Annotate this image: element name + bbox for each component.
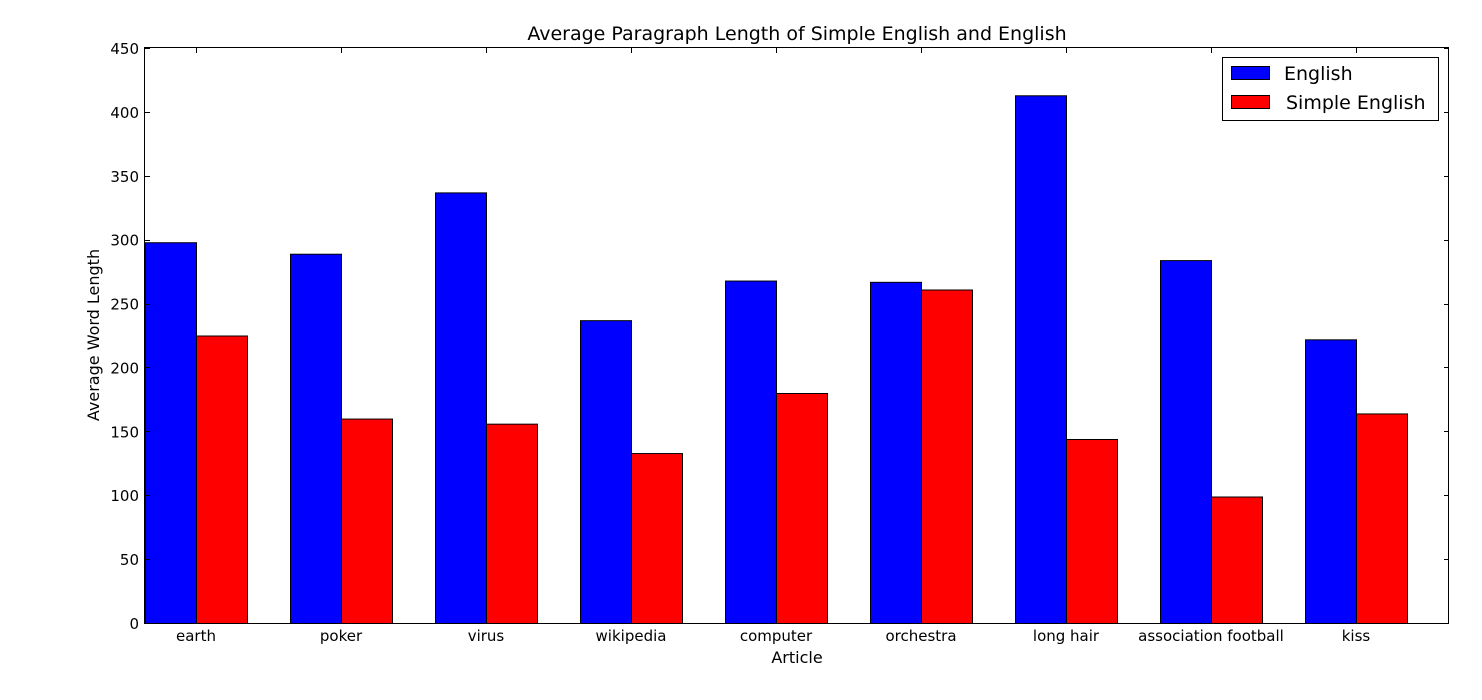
bar-simple-english-wikipedia <box>631 453 683 624</box>
y-tick-label: 200 <box>110 359 139 377</box>
y-axis-label: Average Word Length <box>84 249 103 421</box>
legend-swatch-english <box>1231 66 1270 80</box>
x-tick-label: earth <box>176 627 216 645</box>
bar-english-kiss <box>1305 339 1357 624</box>
bar-simple-english-orchestra <box>921 289 973 624</box>
bar-english-wikipedia <box>580 320 632 624</box>
x-tick-label: orchestra <box>885 627 956 645</box>
bars-group <box>145 95 1408 625</box>
x-tick-label: wikipedia <box>596 627 667 645</box>
x-axis: earth poker virus wikipedia computer orchestr… <box>176 48 1370 645</box>
bar-simple-english-earth <box>196 335 248 624</box>
bar-english-orchestra <box>870 281 922 624</box>
bar-simple-english-poker <box>341 418 393 624</box>
legend-label-english: English <box>1284 63 1353 85</box>
x-tick-label: poker <box>320 627 363 645</box>
x-tick-label: long hair <box>1033 627 1100 645</box>
y-axis: 0 50 100 150 200 250 300 350 400 450 <box>110 40 1449 633</box>
x-tick-label: association football <box>1138 627 1284 645</box>
x-tick-label: kiss <box>1342 627 1371 645</box>
bar-simple-english-association-football <box>1211 496 1263 624</box>
y-tick-label: 250 <box>110 296 139 314</box>
bar-simple-english-kiss <box>1356 413 1408 625</box>
bar-english-association-football <box>1160 260 1212 624</box>
bar-simple-english-long-hair <box>1066 439 1118 624</box>
bar-english-long-hair <box>1015 95 1067 625</box>
bar-simple-english-virus <box>486 423 538 624</box>
plot-frame <box>144 47 1449 624</box>
x-tick-label: virus <box>468 627 505 645</box>
y-tick-label: 450 <box>110 40 139 58</box>
y-tick-label: 100 <box>110 487 139 505</box>
bar-english-virus <box>435 192 487 624</box>
bar-simple-english-computer <box>776 393 828 624</box>
y-tick-label: 400 <box>110 104 139 122</box>
y-tick-label: 300 <box>110 232 139 250</box>
x-tick-label: computer <box>740 627 813 645</box>
legend-label-simple-english: Simple English <box>1286 92 1426 114</box>
y-tick-label: 350 <box>110 168 139 186</box>
y-tick-label: 50 <box>120 551 139 569</box>
y-tick-label: 150 <box>110 423 139 441</box>
chart-title: Average Paragraph Length of Simple Engli… <box>527 23 1066 45</box>
bar-english-earth <box>145 242 197 624</box>
bar-english-computer <box>725 280 777 624</box>
legend: English Simple English <box>1222 57 1439 121</box>
y-tick-label: 0 <box>129 615 139 633</box>
legend-swatch-simple-english <box>1231 95 1270 109</box>
bar-english-poker <box>290 253 342 624</box>
x-axis-label: Article <box>771 648 822 667</box>
